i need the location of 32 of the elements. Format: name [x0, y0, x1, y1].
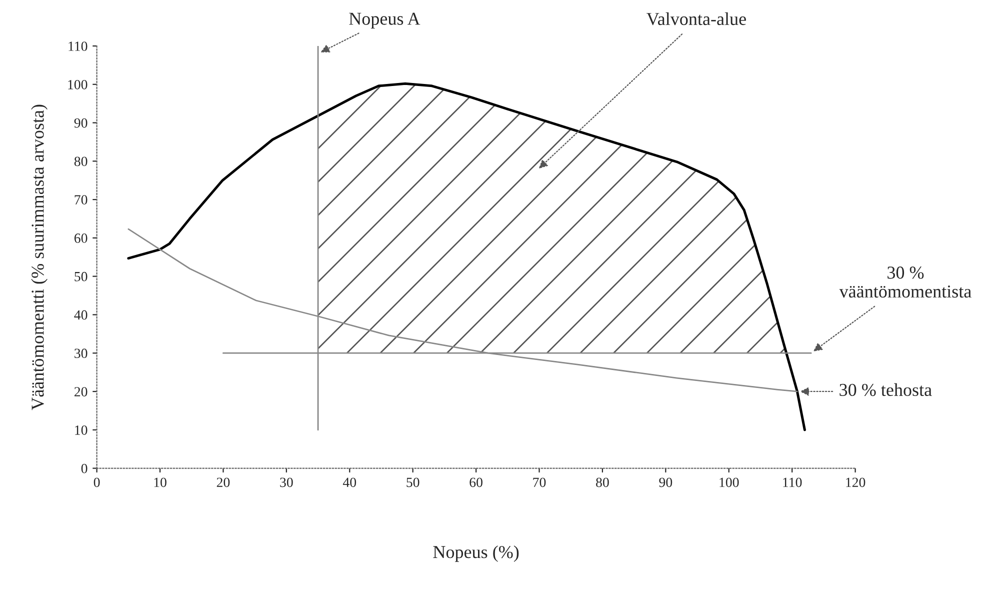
- y-tick-label: 0: [81, 464, 88, 474]
- x-tick-label: 10: [154, 478, 166, 488]
- y-tick-label: 70: [74, 195, 88, 204]
- x-tick-label: 70: [533, 478, 546, 488]
- y-tick-label: 60: [74, 234, 88, 243]
- y-tick-label: 50: [74, 272, 88, 282]
- y-tick-label: 80: [74, 156, 88, 166]
- text: Valvonta-alue: [646, 12, 746, 26]
- y-tick-label: 110: [68, 42, 88, 51]
- y-axis-title: Vääntömomentti (% suurimmasta arvosta): [31, 104, 48, 410]
- y-tick-label: 20: [74, 387, 88, 396]
- x-tick-label: 90: [659, 478, 672, 488]
- y-tick-label: 100: [68, 80, 88, 90]
- x-tick-label: 20: [216, 478, 230, 488]
- x-tick-label: 120: [846, 478, 866, 488]
- x-tick-label: 50: [406, 478, 420, 488]
- annotation: 30 % tehosta: [840, 383, 932, 396]
- x-tick-label: 60: [470, 478, 482, 488]
- x-tick-label: 40: [342, 478, 356, 488]
- y-tick-label: 40: [74, 310, 88, 320]
- x-tick-label: 0: [94, 478, 100, 488]
- y-tick-label: 10: [75, 425, 88, 435]
- x-tick-label: 100: [720, 478, 739, 488]
- x-axis-title: Nopeus (%): [433, 545, 519, 562]
- annotation: 30 % vääntömomentista: [839, 266, 972, 298]
- y-tick-label: 30: [74, 348, 88, 358]
- annotation: Nopeus A: [349, 12, 420, 29]
- line-series: [127, 82, 806, 432]
- y-tick-label: 90: [74, 118, 88, 128]
- x-tick-label: 110: [783, 478, 802, 488]
- x-tick-label: 80: [596, 478, 609, 488]
- x-tick-label: 30: [280, 478, 293, 488]
